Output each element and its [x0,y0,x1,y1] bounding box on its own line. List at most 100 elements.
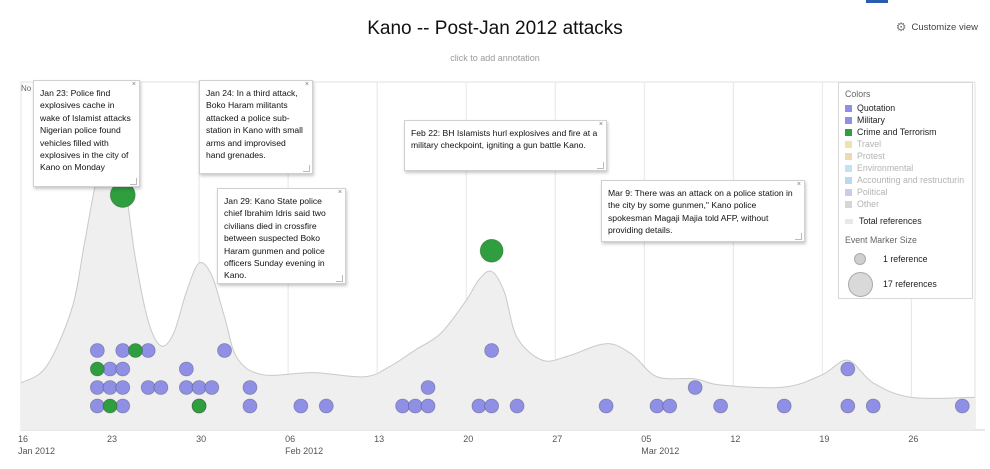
event-marker [509,398,525,414]
resize-handle-icon[interactable] [336,275,343,282]
event-marker [865,398,881,414]
x-tick-sublabel: Mar 2012 [641,446,679,456]
legend-item[interactable]: Quotation [845,102,972,114]
gear-icon: ⚙ [895,20,907,34]
legend-item[interactable]: Military [845,114,972,126]
legend-item-label: Quotation [857,103,896,113]
event-marker [102,361,118,377]
legend-swatch-icon [845,176,852,184]
legend-item-label: Protest [857,151,885,161]
legend-item[interactable]: Protest [845,150,972,162]
legend-swatch-icon [845,164,852,172]
total-references-area [21,147,975,430]
legend-item-label: Military [857,115,885,125]
annotation-text: Jan 24: In a third attack, Boko Haram mi… [206,88,303,161]
window-accent-mark [866,0,888,3]
legend-swatch-icon [845,128,852,136]
event-marker [407,398,423,414]
event-marker [420,398,436,414]
small-marker-icon [854,253,866,265]
annotation-text: Mar 9: There was an attack on a police s… [608,188,793,236]
legend-item-label: Travel [857,139,882,149]
legend-item-label: Political [857,187,888,197]
event-marker [89,361,105,377]
event-marker [102,398,118,414]
close-icon[interactable]: × [337,189,342,196]
event-marker [153,380,169,395]
large-marker-icon [848,271,873,297]
event-marker [293,398,309,414]
event-marker [242,398,258,414]
event-marker [115,398,131,414]
legend-colors-header: Colors [845,89,871,99]
x-tick-label: 19 [819,434,829,444]
event-marker [713,398,728,414]
legend-total-references[interactable]: Total references [845,215,972,227]
event-marker [89,343,105,358]
event-marker [840,361,856,377]
event-marker [776,398,792,414]
annotation-feb22[interactable]: × Feb 22: BH Islamists hurl explosives a… [404,120,607,171]
close-icon[interactable]: × [598,121,603,128]
legend-item[interactable]: Accounting and restructurin [845,174,972,186]
legend-item[interactable]: Other [845,198,972,210]
x-tick-sublabel: Jan 2012 [18,446,55,456]
add-annotation-hint[interactable]: click to add annotation [450,53,540,63]
total-references-swatch-icon [845,218,853,224]
annotation-jan24[interactable]: × Jan 24: In a third attack, Boko Haram … [199,80,313,174]
event-marker [484,398,500,414]
x-tick-label: 20 [463,434,473,444]
customize-view-button[interactable]: ⚙ Customize view [896,20,978,34]
event-marker [204,380,220,395]
event-marker [840,398,856,414]
annotation-jan29[interactable]: × Jan 29: Kano State police chief Ibrahi… [217,188,346,284]
event-marker [479,238,504,263]
event-marker [178,380,194,395]
event-marker [484,343,500,358]
resize-handle-icon[interactable] [130,178,137,185]
event-marker [420,380,436,395]
event-marker [395,398,411,414]
event-marker [662,398,678,414]
close-icon[interactable]: × [304,81,309,88]
annotation-text: Jan 23: Police find explosives cache in … [40,88,131,173]
x-tick-label: 16 [18,434,28,444]
legend-item-label: Other [857,199,880,209]
resize-handle-icon[interactable] [303,165,310,172]
close-icon[interactable]: × [131,81,136,88]
annotation-mar9[interactable]: × Mar 9: There was an attack on a police… [601,180,805,242]
legend-item[interactable]: Travel [845,138,972,150]
x-tick-label: 27 [552,434,562,444]
event-marker [954,398,970,414]
x-tick-label: 26 [908,434,918,444]
annotation-jan23[interactable]: × Jan 23: Police find explosives cache i… [33,80,140,187]
event-marker [115,380,131,395]
legend-swatch-icon [845,152,852,160]
event-marker [217,343,232,358]
legend-item[interactable]: Crime and Terrorism [845,126,972,138]
legend-swatch-icon [845,200,852,208]
legend-item[interactable]: Environmental [845,162,972,174]
event-marker [89,380,105,395]
x-tick-label: 13 [374,434,384,444]
legend-panel: Colors Quotation Military Crime and Terror… [838,82,973,299]
x-tick-label: 30 [196,434,206,444]
event-marker [242,380,258,395]
customize-view-label: Customize view [911,21,978,33]
legend-swatch-icon [845,116,852,124]
annotation-text: Feb 22: BH Islamists hurl explosives and… [411,128,598,151]
legend-item-label: Environmental [857,163,914,173]
y-label-fragment: No [21,84,32,93]
event-marker [140,343,156,358]
legend-swatch-icon [845,104,852,112]
legend-swatch-icon [845,188,852,196]
resize-handle-icon[interactable] [597,162,604,169]
legend-item[interactable]: Political [845,186,972,198]
close-icon[interactable]: × [796,181,801,188]
legend-size-small-label: 1 reference [883,254,928,264]
event-marker [102,380,118,395]
x-tick-label: 23 [107,434,117,444]
resize-handle-icon[interactable] [795,233,802,240]
legend-size-header: Event Marker Size [845,235,917,245]
event-marker [598,398,614,414]
